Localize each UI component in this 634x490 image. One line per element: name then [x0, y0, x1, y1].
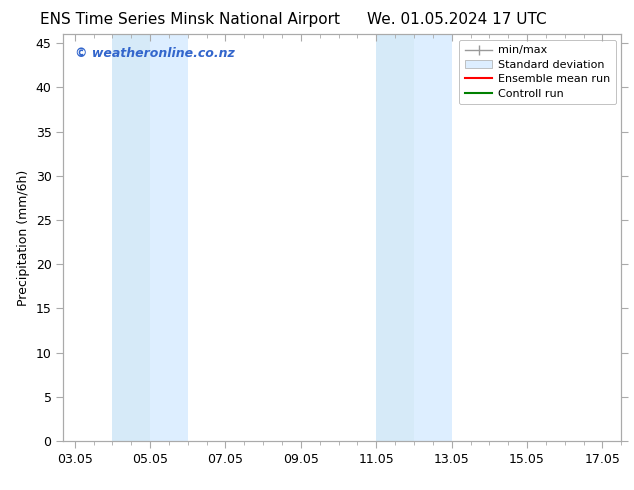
Text: We. 01.05.2024 17 UTC: We. 01.05.2024 17 UTC	[366, 12, 547, 27]
Text: © weatheronline.co.nz: © weatheronline.co.nz	[75, 47, 235, 59]
Bar	[414, 34, 451, 441]
Text: ENS Time Series Minsk National Airport: ENS Time Series Minsk National Airport	[40, 12, 340, 27]
Bar	[377, 34, 414, 441]
Bar	[150, 34, 188, 441]
Bar	[112, 34, 150, 441]
Y-axis label: Precipitation (mm/6h): Precipitation (mm/6h)	[17, 170, 30, 306]
Legend: min/max, Standard deviation, Ensemble mean run, Controll run: min/max, Standard deviation, Ensemble me…	[459, 40, 616, 104]
